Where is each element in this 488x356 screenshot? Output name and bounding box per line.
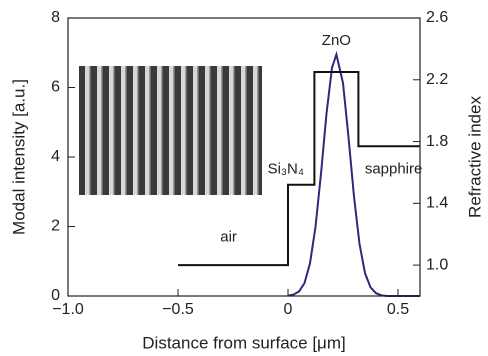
y-tick-label: 6 xyxy=(51,79,60,96)
y-tick-label: 8 xyxy=(51,9,60,26)
annotation: sapphire xyxy=(365,160,423,177)
chart: Distance from surface [μm] Modal intensi… xyxy=(0,0,488,356)
annotation: Si₃N₄ xyxy=(268,160,304,177)
y2-tick-label: 2.2 xyxy=(426,71,448,88)
annotation: air xyxy=(220,228,237,245)
y-axis-title: Modal intensity [a.u.] xyxy=(9,79,28,235)
x-tick-label: −0.5 xyxy=(162,301,194,318)
y-tick-label: 0 xyxy=(51,287,60,304)
y2-tick-label: 2.6 xyxy=(426,9,448,26)
y2-tick-label: 1.0 xyxy=(426,256,448,273)
x-axis-title: Distance from surface [μm] xyxy=(142,333,345,352)
x-tick-label: 0 xyxy=(284,301,293,318)
y2-tick-label: 1.4 xyxy=(426,195,448,212)
y-tick-label: 4 xyxy=(51,148,60,165)
y-tick-label: 2 xyxy=(51,218,60,235)
y2-tick-label: 1.8 xyxy=(426,133,448,150)
inset-image xyxy=(79,66,262,195)
annotation: ZnO xyxy=(322,32,351,49)
y2-axis-title: Refractive index xyxy=(465,96,484,218)
x-tick-label: 0.5 xyxy=(387,301,409,318)
